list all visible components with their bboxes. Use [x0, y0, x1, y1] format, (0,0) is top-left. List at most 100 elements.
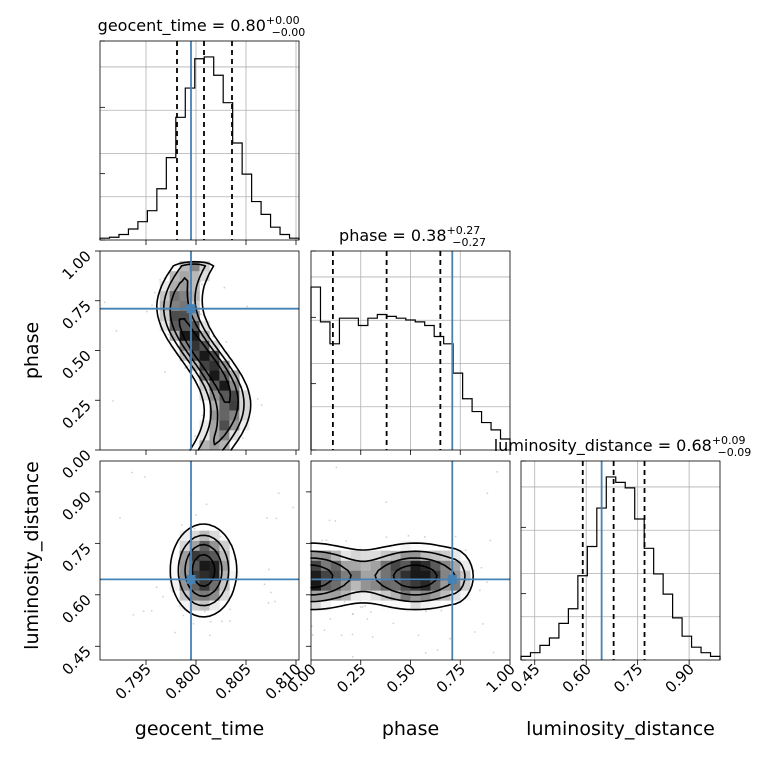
density-bin — [460, 590, 471, 601]
density-bin — [340, 560, 352, 571]
scatter-point — [225, 341, 228, 343]
scatter-point — [492, 651, 495, 654]
scatter-point — [184, 367, 187, 369]
density-bin — [179, 280, 190, 292]
density-bin — [430, 590, 441, 601]
density-bin — [340, 580, 352, 591]
truth-marker — [447, 574, 457, 584]
scatter-point — [480, 566, 483, 569]
density-bin — [460, 560, 471, 571]
density-bin — [169, 290, 180, 302]
y-tick-label-luminosity_distance: 0.45 — [58, 642, 94, 678]
density-bin — [199, 390, 210, 401]
density-bin — [311, 570, 322, 581]
density-bin — [229, 370, 240, 381]
density-bin — [320, 550, 332, 561]
density-bin — [209, 370, 220, 381]
density-bin — [330, 590, 342, 601]
density-bin — [219, 540, 230, 551]
density-bin — [199, 540, 210, 551]
contour-level-2 — [184, 543, 223, 598]
density-bin — [189, 590, 200, 601]
density-bin — [189, 440, 200, 451]
scatter-point — [256, 398, 259, 400]
scatter-point — [153, 291, 156, 294]
scatter-point — [489, 539, 492, 542]
density-bin — [360, 560, 371, 571]
density-bin — [330, 570, 342, 581]
density-bin — [219, 580, 230, 591]
scatter-point — [369, 610, 372, 613]
density-bin — [320, 570, 332, 581]
density-bin — [450, 590, 461, 601]
density-bin — [390, 580, 401, 591]
y-tick-label-luminosity_distance: 0.60 — [58, 591, 94, 627]
density-bin — [179, 290, 190, 302]
scatter-point — [171, 590, 174, 593]
panel-title-luminosity_distance: luminosity_distance = 0.68+0.09 −0.09 — [494, 434, 752, 459]
truth-marker — [186, 574, 196, 584]
histogram-step-phase — [310, 286, 511, 450]
density-bin — [440, 570, 451, 581]
density-bin — [199, 320, 210, 331]
scatter-point — [423, 535, 426, 538]
density-bin — [219, 440, 230, 451]
scatter-point — [335, 466, 338, 469]
scatter-point — [334, 520, 337, 522]
density-bin — [380, 580, 391, 591]
density-bin — [179, 270, 190, 282]
density-bin — [189, 540, 200, 551]
density-bin — [219, 560, 230, 571]
scatter-point — [352, 612, 355, 615]
hist-panel-luminosity_distance: luminosity_distance = 0.68+0.09 −0.09 — [494, 434, 752, 661]
density-bin — [311, 580, 322, 591]
scatter-point — [209, 634, 211, 637]
density-bin — [450, 580, 461, 591]
density-bin — [430, 580, 441, 591]
title-plus: +0.09 — [712, 434, 746, 447]
density-bin — [189, 270, 200, 282]
density-bin — [199, 360, 210, 371]
scatter-point — [323, 629, 326, 632]
scatter-point — [351, 613, 354, 616]
scatter-point — [174, 631, 176, 634]
scatter-point — [360, 606, 362, 609]
density-bin — [219, 400, 230, 411]
density-bin — [320, 580, 332, 591]
density-bin — [420, 590, 431, 601]
scatter-point — [115, 329, 118, 332]
density-bin — [229, 400, 240, 411]
density-bin — [189, 340, 200, 351]
scatter-point — [454, 535, 457, 538]
density-panel-geocent_time-vs-phase — [99, 250, 300, 451]
scatter-point — [340, 634, 343, 637]
density-bin — [380, 570, 391, 581]
density-bin — [350, 590, 362, 601]
scatter-point — [145, 310, 148, 313]
scatter-point — [425, 610, 427, 613]
density-bin — [420, 540, 431, 551]
density-bin — [199, 350, 210, 361]
density-bin — [420, 570, 431, 581]
density-bin — [410, 600, 421, 611]
scatter-point — [343, 600, 346, 603]
scatter-point — [199, 313, 202, 316]
scatter-point — [345, 539, 348, 542]
contour-level-0 — [156, 260, 252, 451]
y-tick-label-luminosity_distance: 0.90 — [58, 488, 94, 524]
density-bin — [189, 550, 200, 561]
density-bin — [229, 420, 240, 431]
axis-labels: geocent_time phase luminosity_distancephas… — [21, 322, 715, 740]
x-tick-label-luminosity_distance: 0.60 — [559, 660, 595, 696]
density-bin — [219, 570, 230, 581]
density-bin — [340, 570, 352, 581]
density-bin — [199, 420, 210, 431]
density-bin — [209, 400, 220, 411]
y-tick-label-phase: 0.00 — [58, 446, 94, 482]
density-bin — [169, 560, 180, 571]
density-bin — [189, 580, 200, 591]
density-bin — [189, 320, 200, 331]
scatter-point — [481, 623, 484, 625]
scatter-point — [167, 333, 170, 336]
